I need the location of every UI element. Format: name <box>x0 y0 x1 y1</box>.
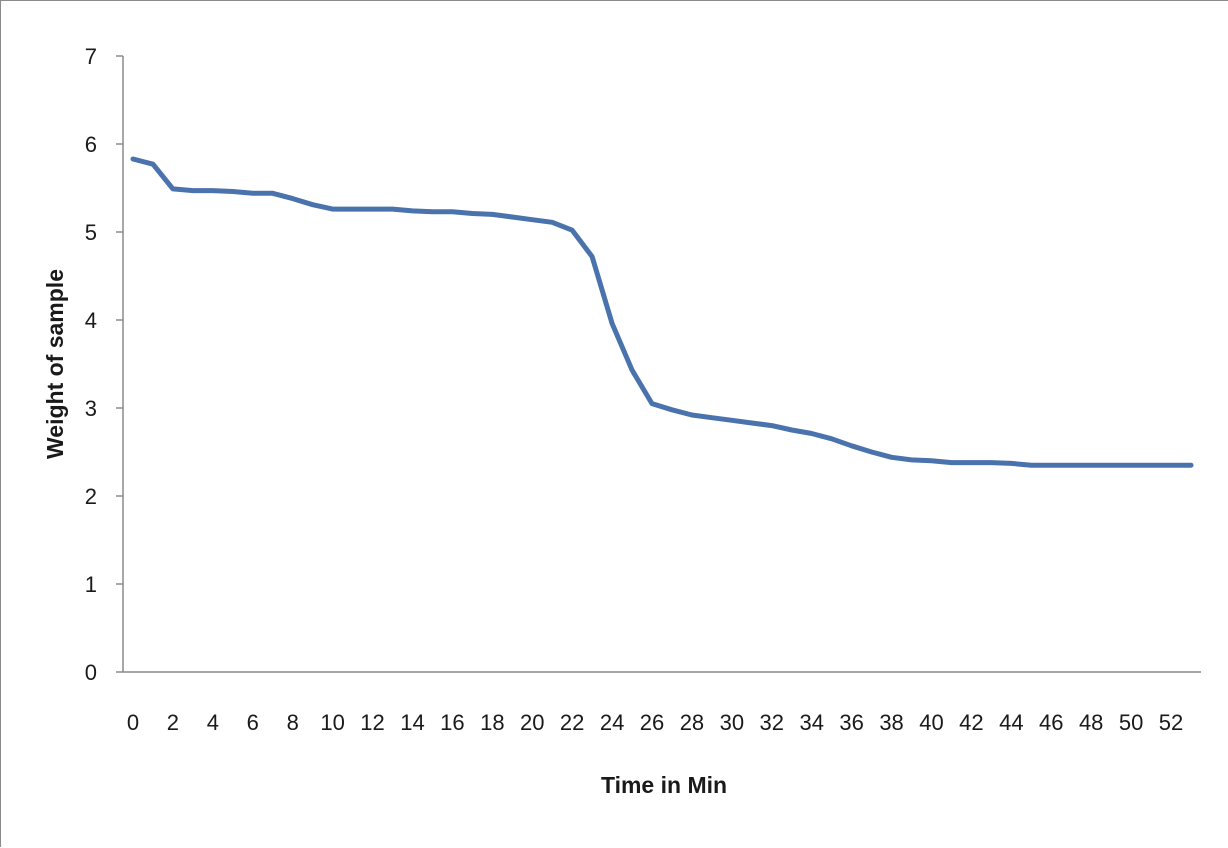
x-tick-label: 22 <box>560 710 584 735</box>
x-tick-label: 38 <box>879 710 903 735</box>
x-tick-label: 14 <box>400 710 424 735</box>
x-tick-label: 34 <box>799 710 823 735</box>
x-tick-label: 46 <box>1039 710 1063 735</box>
y-axis-ticks: 0 1 2 3 4 5 6 7 <box>85 44 123 685</box>
x-tick-label: 4 <box>207 710 219 735</box>
x-axis-title: Time in Min <box>601 772 727 798</box>
y-axis-title: Weight of sample <box>42 269 68 459</box>
x-tick-label: 48 <box>1079 710 1103 735</box>
x-tick-label: 28 <box>680 710 704 735</box>
y-tick-label: 6 <box>85 132 97 157</box>
x-tick-label: 0 <box>127 710 139 735</box>
y-tick-label: 5 <box>85 220 97 245</box>
x-tick-label: 26 <box>640 710 664 735</box>
y-tick-label: 2 <box>85 484 97 509</box>
y-tick-label: 0 <box>85 660 97 685</box>
y-tick-label: 4 <box>85 308 97 333</box>
x-tick-label: 40 <box>919 710 943 735</box>
x-tick-label: 10 <box>320 710 344 735</box>
x-axis-ticks: 0 2 4 6 8 10 12 14 16 18 20 22 24 26 28 30 32 34 36 38 40 42 4… <box>127 710 1183 735</box>
x-tick-label: 18 <box>480 710 504 735</box>
x-tick-label: 24 <box>600 710 624 735</box>
x-tick-label: 20 <box>520 710 544 735</box>
x-tick-label: 12 <box>360 710 384 735</box>
x-tick-label: 32 <box>760 710 784 735</box>
x-tick-label: 50 <box>1119 710 1143 735</box>
x-tick-label: 6 <box>247 710 259 735</box>
y-tick-label: 3 <box>85 396 97 421</box>
x-tick-label: 52 <box>1159 710 1183 735</box>
y-tick-label: 1 <box>85 572 97 597</box>
x-tick-label: 36 <box>839 710 863 735</box>
x-tick-label: 44 <box>999 710 1023 735</box>
x-tick-label: 42 <box>959 710 983 735</box>
x-tick-label: 2 <box>167 710 179 735</box>
x-tick-label: 16 <box>440 710 464 735</box>
x-tick-label: 30 <box>720 710 744 735</box>
series-line <box>130 156 1194 468</box>
x-tick-label: 8 <box>287 710 299 735</box>
y-tick-label: 7 <box>85 44 97 69</box>
